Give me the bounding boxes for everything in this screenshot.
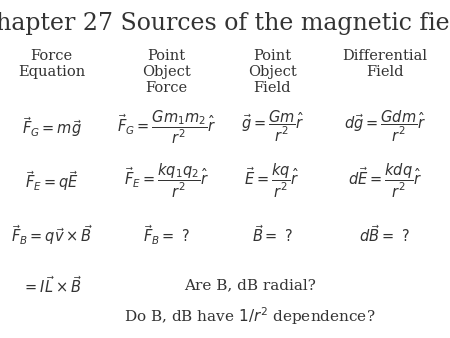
Text: $\vec{g} = \dfrac{Gm}{r^2}\hat{r}$: $\vec{g} = \dfrac{Gm}{r^2}\hat{r}$ [241, 109, 304, 144]
Text: $\vec{E} = \dfrac{kq}{r^2}\hat{r}$: $\vec{E} = \dfrac{kq}{r^2}\hat{r}$ [244, 162, 300, 200]
Text: Differential
Field: Differential Field [342, 49, 427, 79]
Text: $\vec{F}_B = q\vec{v}\times\vec{B}$: $\vec{F}_B = q\vec{v}\times\vec{B}$ [11, 223, 93, 247]
Text: $\vec{F}_G = \dfrac{Gm_1m_2}{r^2}\hat{r}$: $\vec{F}_G = \dfrac{Gm_1m_2}{r^2}\hat{r}… [117, 108, 216, 146]
Text: Do B, dB have $1/r^2$ dependence?: Do B, dB have $1/r^2$ dependence? [124, 305, 375, 327]
Text: $\vec{F}_E = q\vec{E}$: $\vec{F}_E = q\vec{E}$ [25, 169, 79, 193]
Text: Point
Object
Force: Point Object Force [142, 49, 191, 95]
Text: $\vec{B} = \ ?$: $\vec{B} = \ ?$ [252, 224, 293, 245]
Text: $\vec{F}_G = m\vec{g}$: $\vec{F}_G = m\vec{g}$ [22, 115, 82, 139]
Text: $\vec{F}_E = \dfrac{kq_1q_2}{r^2}\hat{r}$: $\vec{F}_E = \dfrac{kq_1q_2}{r^2}\hat{r}… [124, 162, 209, 200]
Text: $= I\vec{L}\times\vec{B}$: $= I\vec{L}\times\vec{B}$ [22, 275, 82, 296]
Text: $d\vec{E} = \dfrac{kdq}{r^2}\hat{r}$: $d\vec{E} = \dfrac{kdq}{r^2}\hat{r}$ [348, 162, 422, 200]
Text: Chapter 27 Sources of the magnetic field: Chapter 27 Sources of the magnetic field [0, 12, 450, 35]
Text: $d\vec{g} = \dfrac{Gdm}{r^2}\hat{r}$: $d\vec{g} = \dfrac{Gdm}{r^2}\hat{r}$ [344, 109, 426, 144]
Text: Point
Object
Field: Point Object Field [248, 49, 297, 95]
Text: Are B, dB radial?: Are B, dB radial? [184, 279, 316, 293]
Text: $\vec{F}_B = \ ?$: $\vec{F}_B = \ ?$ [143, 223, 190, 247]
Text: $d\vec{B} = \ ?$: $d\vec{B} = \ ?$ [360, 224, 410, 245]
Text: Force
Equation: Force Equation [18, 49, 86, 79]
